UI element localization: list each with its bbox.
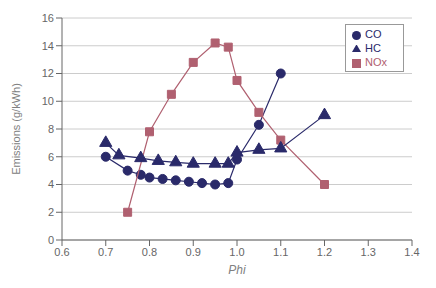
svg-text:1.3: 1.3 <box>361 246 376 258</box>
svg-text:0.9: 0.9 <box>186 246 201 258</box>
svg-text:1.4: 1.4 <box>404 246 419 258</box>
svg-text:16: 16 <box>42 12 54 24</box>
svg-text:0.8: 0.8 <box>142 246 157 258</box>
svg-text:0.6: 0.6 <box>54 246 69 258</box>
svg-text:0: 0 <box>48 234 54 246</box>
svg-text:1.1: 1.1 <box>273 246 288 258</box>
html-text:HC: HC <box>365 42 381 54</box>
html-text:NOx: NOx <box>365 56 387 68</box>
svg-text:Emissions (g/kWh): Emissions (g/kWh) <box>10 83 22 175</box>
svg-text:10: 10 <box>42 95 54 107</box>
svg-text:6: 6 <box>48 151 54 163</box>
svg-text:14: 14 <box>42 40 54 52</box>
svg-text:4: 4 <box>48 178 54 190</box>
svg-text:2: 2 <box>48 206 54 218</box>
svg-text:1.0: 1.0 <box>229 246 244 258</box>
svg-text:1.2: 1.2 <box>317 246 332 258</box>
svg-text:Phi: Phi <box>228 263 246 277</box>
svg-text:12: 12 <box>42 67 54 79</box>
svg-text:0.7: 0.7 <box>98 246 113 258</box>
svg-text:8: 8 <box>48 123 54 135</box>
html-text:CO: CO <box>365 28 382 40</box>
